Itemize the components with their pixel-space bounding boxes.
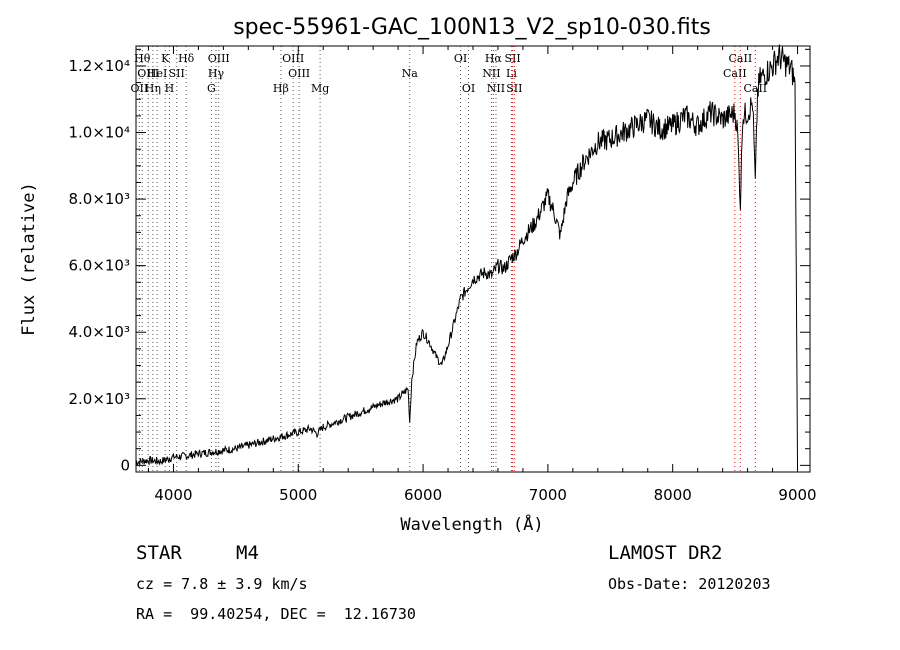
spectral-line-label-2: OIII: [137, 67, 159, 80]
spectral-line-label-7: SII: [169, 67, 185, 80]
spectral-line-labels: OIIHθOIIIHηHeIKHSIIHδGHγOIIIHβOIIIOIIIMg…: [131, 52, 768, 95]
spectral-line-label-25: CaII: [723, 67, 747, 80]
spectral-line-label-17: OI: [454, 52, 467, 65]
spectral-line-label-10: Hγ: [208, 67, 225, 80]
spectral-line-label-8: Hδ: [178, 52, 195, 65]
spectral-line-label-14: OIII: [288, 67, 310, 80]
spectral-line-label-1: Hθ: [134, 52, 151, 65]
spectral-line-label-26: CaII: [729, 52, 753, 65]
spectral-line-label-9: G: [207, 82, 216, 95]
ra-dec-coordinates: RA = 99.40254, DEC = 12.16730: [136, 605, 416, 623]
spectral-line-label-3: Hη: [145, 82, 161, 95]
object-class: STAR: [136, 542, 182, 564]
spectral-line-label-12: Hβ: [273, 82, 289, 95]
y-tick-label-6: 1.2×10⁴: [68, 57, 130, 75]
x-axis-label: Wavelength (Å): [400, 513, 543, 535]
spectral-line-label-19: NII: [482, 67, 500, 80]
x-tick-label-2: 6000: [404, 486, 442, 504]
x-axis-ticks: 4000 5000 6000 7000 8000 9000: [147, 46, 817, 504]
y-tick-label-0: 0: [120, 456, 130, 474]
spectral-line-label-15: Mg: [311, 82, 329, 95]
survey-name: LAMOST DR2: [608, 542, 723, 564]
y-axis-label: Flux (relative): [19, 182, 39, 336]
x-tick-label-1: 5000: [279, 486, 317, 504]
x-tick-label-5: 9000: [778, 486, 816, 504]
spectral-line-label-22: Li: [506, 67, 517, 80]
y-tick-label-3: 6.0×10³: [68, 257, 130, 275]
observation-date: Obs-Date: 20120203: [608, 575, 771, 593]
y-axis-ticks: 0 2.0×10³ 4.0×10³ 6.0×10³ 8.0×10³ 1.0×10⁴ 1.2×…: [68, 48, 810, 474]
spectral-line-label-16: Na: [402, 67, 419, 80]
spectral-line-label-5: K: [161, 52, 170, 65]
spectral-line-label-18: OI: [462, 82, 475, 95]
spectral-line-label-0: OII: [131, 82, 149, 95]
chart-title: spec-55961-GAC_100N13_V2_sp10-030.fits: [233, 15, 711, 40]
x-tick-label-3: 7000: [529, 486, 567, 504]
spectral-line-label-13: OIII: [282, 52, 304, 65]
spectral-line-label-23: SII: [504, 52, 520, 65]
y-tick-label-2: 4.0×10³: [68, 323, 130, 341]
spectrum-series-line: [135, 44, 798, 467]
y-tick-label-5: 1.0×10⁴: [68, 124, 130, 142]
x-tick-label-4: 8000: [654, 486, 692, 504]
spectral-line-label-4: HeI: [147, 67, 167, 80]
spectral-line-markers: [138, 46, 756, 472]
spectral-line-label-27: CaII: [743, 82, 767, 95]
y-tick-label-1: 2.0×10³: [68, 390, 130, 408]
spectral-line-label-21: NII: [487, 82, 505, 95]
y-tick-label-4: 8.0×10³: [68, 190, 130, 208]
redshift-cz: cz = 7.8 ± 3.9 km/s: [136, 575, 308, 593]
object-subclass: M4: [236, 542, 259, 564]
x-tick-label-0: 4000: [154, 486, 192, 504]
spectral-line-label-24: SII: [506, 82, 522, 95]
spectral-line-label-11: OIII: [208, 52, 230, 65]
spectral-line-label-20: Hα: [485, 52, 503, 65]
spectral-line-label-6: H: [165, 82, 175, 95]
